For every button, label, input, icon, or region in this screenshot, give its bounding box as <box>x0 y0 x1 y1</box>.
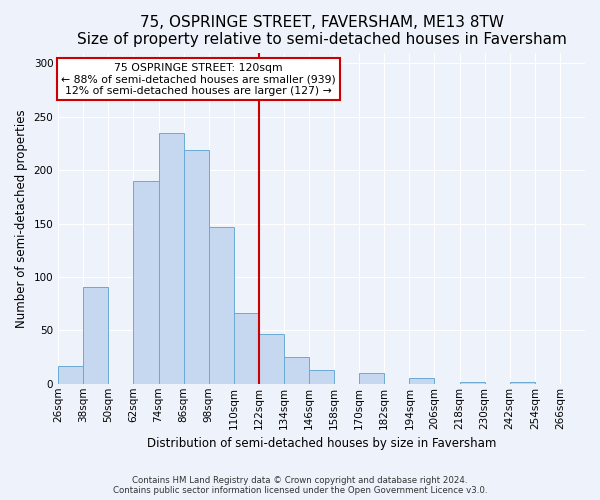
Bar <box>510 382 535 384</box>
Bar <box>409 378 434 384</box>
Bar <box>83 286 109 384</box>
Bar <box>58 366 83 384</box>
Bar <box>359 373 385 384</box>
Bar <box>209 227 234 384</box>
Bar <box>460 382 485 384</box>
Text: Contains HM Land Registry data © Crown copyright and database right 2024.
Contai: Contains HM Land Registry data © Crown c… <box>113 476 487 495</box>
Y-axis label: Number of semi-detached properties: Number of semi-detached properties <box>15 109 28 328</box>
Text: 75 OSPRINGE STREET: 120sqm
← 88% of semi-detached houses are smaller (939)
12% o: 75 OSPRINGE STREET: 120sqm ← 88% of semi… <box>61 62 336 96</box>
Bar <box>284 357 309 384</box>
Bar <box>158 133 184 384</box>
Title: 75, OSPRINGE STREET, FAVERSHAM, ME13 8TW
Size of property relative to semi-detac: 75, OSPRINGE STREET, FAVERSHAM, ME13 8TW… <box>77 15 566 48</box>
Bar <box>184 150 209 384</box>
Bar <box>234 314 259 384</box>
Bar <box>259 334 284 384</box>
Bar <box>309 370 334 384</box>
X-axis label: Distribution of semi-detached houses by size in Faversham: Distribution of semi-detached houses by … <box>147 437 496 450</box>
Bar <box>133 181 158 384</box>
